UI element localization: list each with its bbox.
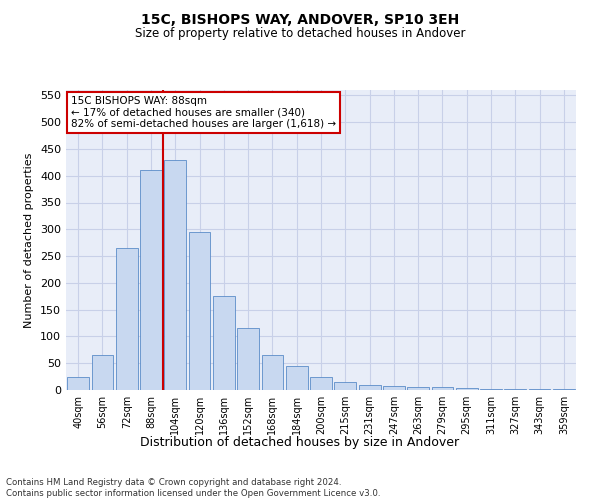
Bar	[407, 388, 429, 390]
Bar	[188, 232, 211, 390]
Bar	[164, 160, 186, 390]
Text: Size of property relative to detached houses in Andover: Size of property relative to detached ho…	[135, 28, 465, 40]
Bar	[67, 376, 89, 390]
Text: Distribution of detached houses by size in Andover: Distribution of detached houses by size …	[140, 436, 460, 449]
Bar	[237, 328, 259, 390]
Bar	[310, 376, 332, 390]
Bar	[553, 389, 575, 390]
Text: Contains HM Land Registry data © Crown copyright and database right 2024.
Contai: Contains HM Land Registry data © Crown c…	[6, 478, 380, 498]
Bar	[91, 355, 113, 390]
Bar	[140, 170, 162, 390]
Bar	[286, 366, 308, 390]
Bar	[359, 384, 380, 390]
Bar	[383, 386, 405, 390]
Bar	[213, 296, 235, 390]
Bar	[431, 388, 454, 390]
Bar	[262, 355, 283, 390]
Text: 15C BISHOPS WAY: 88sqm
← 17% of detached houses are smaller (340)
82% of semi-de: 15C BISHOPS WAY: 88sqm ← 17% of detached…	[71, 96, 336, 129]
Bar	[480, 389, 502, 390]
Bar	[456, 388, 478, 390]
Bar	[116, 248, 137, 390]
Text: 15C, BISHOPS WAY, ANDOVER, SP10 3EH: 15C, BISHOPS WAY, ANDOVER, SP10 3EH	[141, 12, 459, 26]
Y-axis label: Number of detached properties: Number of detached properties	[25, 152, 34, 328]
Bar	[334, 382, 356, 390]
Bar	[505, 389, 526, 390]
